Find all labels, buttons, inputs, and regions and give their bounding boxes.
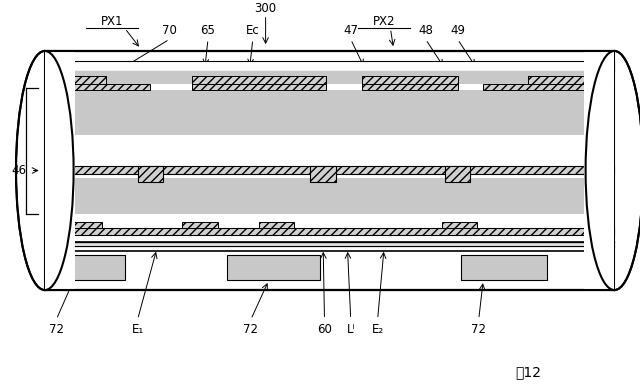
Bar [48,255,125,280]
Bar [483,84,614,90]
Bar [192,76,326,84]
Bar [45,76,106,84]
Bar [45,76,614,84]
Bar [45,166,614,174]
Text: E₂: E₂ [372,323,383,336]
Text: 65: 65 [200,24,216,37]
Bar [461,255,547,280]
Bar [182,222,218,228]
Ellipse shape [586,51,640,290]
Bar [259,222,294,228]
Bar [45,84,150,90]
Text: 48: 48 [418,24,433,37]
Bar [442,222,477,228]
Bar [45,61,614,71]
Text: Ec: Ec [246,24,260,37]
Bar [138,166,163,182]
Bar [45,242,614,246]
Bar [45,178,614,214]
Bar [586,51,614,290]
Bar [192,76,326,84]
Text: 70: 70 [162,24,177,37]
Text: 46: 46 [12,164,27,177]
Text: Lⁱ: Lⁱ [346,323,355,336]
Text: 49: 49 [450,24,465,37]
Bar [45,51,74,290]
Bar [192,84,326,90]
Ellipse shape [16,51,74,290]
Text: 47: 47 [343,24,358,37]
Bar [528,76,614,84]
Bar [45,76,106,84]
Text: 72: 72 [243,323,259,336]
Bar [362,76,458,84]
Bar [445,166,470,182]
Bar [362,76,458,84]
Bar [58,222,102,228]
Text: PX1: PX1 [100,15,124,28]
Text: 72: 72 [471,323,486,336]
Bar [45,71,614,76]
Bar [227,255,320,280]
Bar [45,90,614,135]
Text: 図12: 図12 [515,365,541,379]
Bar [528,76,614,84]
Bar [584,51,614,290]
Bar [45,51,614,290]
Text: 60: 60 [317,323,332,336]
Bar [45,228,614,235]
Bar [310,166,336,182]
Text: 72: 72 [49,323,64,336]
Bar [45,51,75,290]
Text: PX2: PX2 [372,15,396,28]
Text: 300: 300 [255,2,276,15]
Text: E₁: E₁ [131,323,144,336]
Bar [362,84,458,90]
